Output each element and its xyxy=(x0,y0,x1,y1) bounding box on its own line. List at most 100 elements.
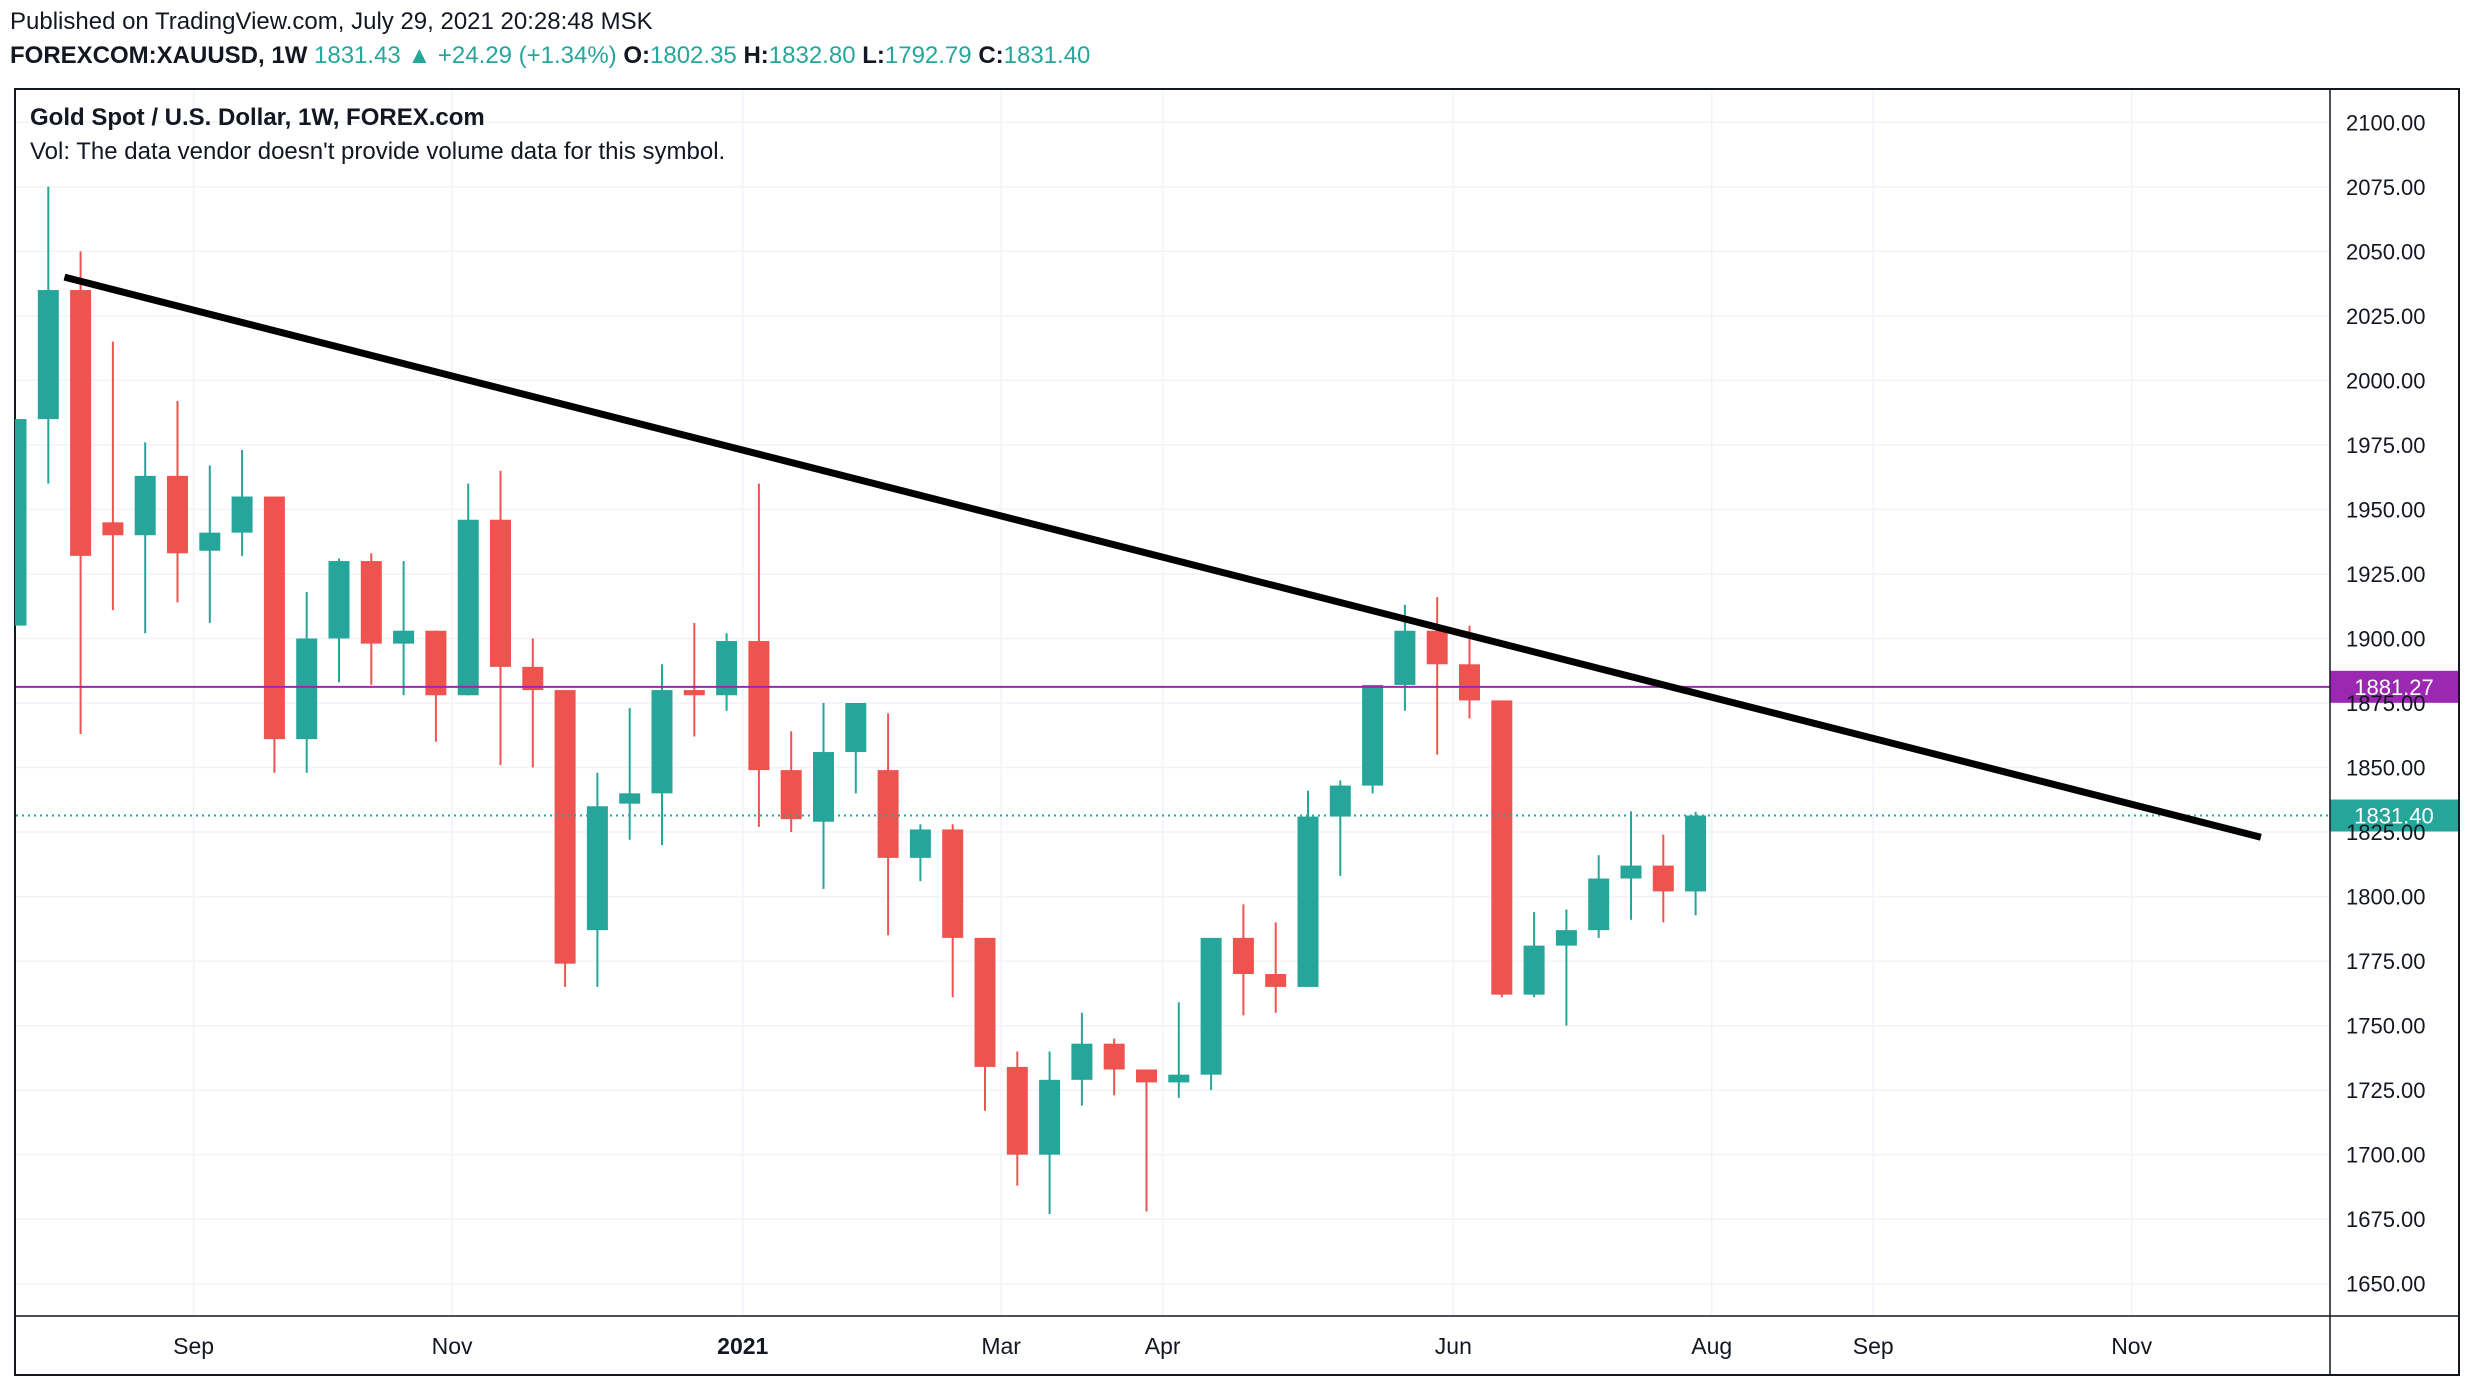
candle-body xyxy=(1362,684,1384,786)
x-tick-label: Jun xyxy=(1435,1333,1472,1359)
candle-body xyxy=(328,561,350,639)
price-change: ▲ +24.29 (+1.34%) xyxy=(407,42,617,69)
candle-body xyxy=(813,752,834,822)
candle xyxy=(619,708,641,840)
candle-body xyxy=(651,690,673,794)
x-tick-label: Apr xyxy=(1145,1333,1181,1359)
open-value: 1802.35 xyxy=(650,42,737,69)
y-tick-label: 1950.00 xyxy=(2346,497,2426,522)
candle-body xyxy=(70,290,92,556)
candle xyxy=(1652,834,1674,923)
y-tick-label: 1975.00 xyxy=(2346,433,2426,458)
y-tick-label: 2100.00 xyxy=(2346,110,2426,135)
candle xyxy=(1200,937,1222,1091)
x-tick-label: Nov xyxy=(432,1333,473,1359)
candle-body xyxy=(1006,1066,1028,1155)
candle xyxy=(1136,1069,1157,1212)
candle xyxy=(490,470,511,765)
candle-body xyxy=(1588,878,1610,931)
candle-body xyxy=(1168,1074,1190,1083)
chart-frame[interactable] xyxy=(14,88,2460,1376)
candle xyxy=(651,664,673,845)
candle xyxy=(1362,684,1384,794)
candles xyxy=(15,186,1707,1215)
candle xyxy=(1555,909,1577,1026)
candle xyxy=(134,442,156,634)
candle xyxy=(554,690,576,987)
candle-body xyxy=(780,770,802,820)
candle xyxy=(1620,811,1642,920)
candle-body xyxy=(457,519,479,696)
candle xyxy=(522,638,544,768)
candle xyxy=(877,713,899,936)
y-tick-label: 1725.00 xyxy=(2346,1078,2426,1103)
candle-body xyxy=(683,690,705,696)
y-tick-label: 1675.00 xyxy=(2346,1207,2426,1232)
y-tick-label: 1850.00 xyxy=(2346,756,2426,781)
candle xyxy=(457,483,479,696)
candle xyxy=(1426,597,1448,755)
candle-body xyxy=(522,666,544,691)
y-tick-label: 2000.00 xyxy=(2346,368,2426,393)
x-tick-label: Sep xyxy=(173,1333,214,1359)
symbol-label[interactable]: FOREXCOM:XAUUSD, 1W xyxy=(10,42,308,69)
candle-body xyxy=(37,290,59,420)
candle-body xyxy=(1071,1043,1093,1080)
candle-body xyxy=(1265,974,1287,987)
y-tick-label: 1875.00 xyxy=(2346,691,2426,716)
y-tick-label: 1650.00 xyxy=(2346,1272,2426,1297)
x-tick-label: Sep xyxy=(1853,1333,1894,1359)
candle xyxy=(1103,1038,1125,1096)
candle xyxy=(328,558,350,683)
candle xyxy=(1039,1051,1061,1215)
candle-body xyxy=(102,522,124,536)
x-tick-label: Nov xyxy=(2111,1333,2152,1359)
candle-body xyxy=(877,770,899,858)
y-tick-label: 2050.00 xyxy=(2346,239,2426,264)
candle xyxy=(974,937,996,1111)
level-price-tag xyxy=(2330,799,2458,832)
y-tick-label: 1750.00 xyxy=(2346,1014,2426,1039)
candle-body xyxy=(942,829,964,938)
candle xyxy=(296,592,318,773)
close-value: 1831.40 xyxy=(1003,42,1091,69)
candle-body xyxy=(490,519,511,667)
candle-body xyxy=(1329,785,1351,817)
candle-body xyxy=(134,475,156,536)
candle-body xyxy=(1103,1043,1125,1070)
x-tick-label: 2021 xyxy=(717,1333,768,1359)
x-tick-label: Mar xyxy=(981,1333,1021,1359)
candle-body xyxy=(974,937,996,1067)
x-tick-label: Aug xyxy=(1691,1333,1732,1359)
level-price-label: 1831.40 xyxy=(2354,804,2434,829)
published-note: Published on TradingView.com, July 29, 2… xyxy=(10,8,653,35)
candle-body xyxy=(1523,945,1545,995)
trend-line xyxy=(63,273,2262,841)
candle xyxy=(199,465,221,623)
candle-body xyxy=(1555,930,1577,946)
candle xyxy=(263,496,285,773)
y-tick-label: 1800.00 xyxy=(2346,885,2426,910)
legend-title: Gold Spot / U.S. Dollar, 1W, FOREX.com xyxy=(30,104,485,131)
candle xyxy=(1329,780,1351,876)
candle-body xyxy=(1459,664,1480,701)
y-tick-label: 2025.00 xyxy=(2346,304,2426,329)
candle xyxy=(1168,1002,1190,1098)
y-tick-label: 1825.00 xyxy=(2346,820,2426,845)
y-tick-label: 1700.00 xyxy=(2346,1143,2426,1168)
candle xyxy=(102,341,124,611)
close-label: C: xyxy=(978,42,1004,69)
low-label: L: xyxy=(862,42,885,69)
axes: 1650.00 1675.00 1700.00 1725.00 1750.00 1775.… xyxy=(16,90,2458,1374)
high-value: 1832.80 xyxy=(768,42,856,69)
candle-body xyxy=(263,496,285,740)
candle xyxy=(1523,912,1545,998)
ohlc-bar: FOREXCOM:XAUUSD, 1W 1831.43 ▲ +24.29 (+1… xyxy=(10,42,1090,70)
y-tick-label: 1900.00 xyxy=(2346,626,2426,651)
candle xyxy=(1685,811,1707,916)
candle xyxy=(909,824,931,882)
candle xyxy=(1232,904,1254,1016)
level-price-label: 1881.27 xyxy=(2354,675,2434,700)
y-tick-label: 1775.00 xyxy=(2346,949,2426,974)
